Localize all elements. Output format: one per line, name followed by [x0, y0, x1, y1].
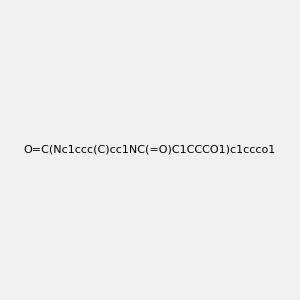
Text: O=C(Nc1ccc(C)cc1NC(=O)C1CCCO1)c1ccco1: O=C(Nc1ccc(C)cc1NC(=O)C1CCCO1)c1ccco1: [24, 145, 276, 155]
